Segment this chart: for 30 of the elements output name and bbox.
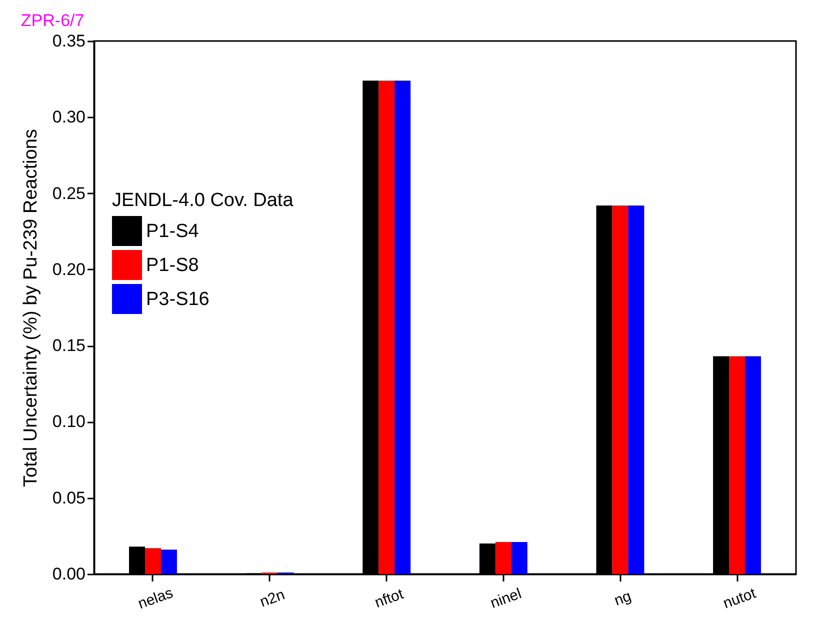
bar [160,550,177,574]
y-tick-label: 0.20 [52,260,86,279]
bar [729,356,746,574]
y-tick-label: 0.10 [52,412,86,432]
bar [511,542,528,574]
bar [612,205,628,574]
legend-label: P3-S16 [146,289,210,310]
bar [628,205,644,574]
bar [394,80,411,574]
y-tick-label: 0.25 [52,184,86,203]
y-tick-label: 0.00 [52,564,86,584]
y-tick-label: 0.15 [52,336,86,356]
bar [144,548,161,574]
x-tick-label: ninel [488,585,524,612]
y-axis-title: Total Uncertainty (%) by Pu-239 Reactions [20,129,42,487]
bar [495,542,512,574]
legend-title: JENDL-4.0 Cov. Data [112,190,294,211]
x-tick-label: nelas [136,584,176,613]
legend-label: P1-S4 [146,221,200,242]
bar [378,80,395,574]
y-tick-label: 0.30 [52,108,86,127]
x-tick-label: nftot [372,585,407,612]
x-tick-label: nutot [720,584,759,612]
x-tick-label: ng [612,588,634,610]
chart-title: ZPR-6/7 [20,11,84,30]
legend-label: P1-S8 [146,255,199,276]
x-tick-label: n2n [258,586,288,611]
bar [744,356,761,574]
y-tick-label: 0.05 [52,488,86,508]
y-tick-label: 0.35 [52,32,86,50]
